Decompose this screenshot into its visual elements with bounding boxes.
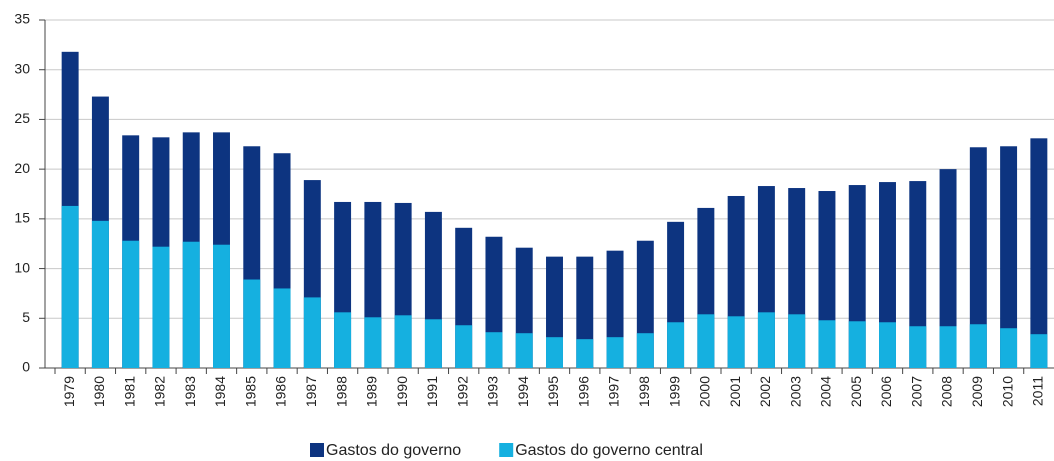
- bar: [939, 326, 957, 368]
- x-tick-label: 2003: [787, 376, 803, 407]
- bar: [727, 316, 745, 368]
- x-tick-label: 1995: [545, 376, 561, 407]
- x-tick-label: 1979: [61, 376, 77, 407]
- x-tick-label: 2004: [818, 376, 834, 407]
- bar: [1000, 146, 1018, 368]
- x-tick-label: 1982: [152, 376, 168, 407]
- bar: [788, 314, 806, 368]
- bar: [91, 220, 109, 368]
- bar: [455, 325, 473, 368]
- bar: [152, 246, 170, 368]
- bar: [939, 169, 957, 368]
- bar: [909, 326, 927, 368]
- x-tick-label: 2009: [969, 376, 985, 407]
- x-tick-label: 2005: [848, 376, 864, 407]
- x-tick-label: 1991: [424, 376, 440, 407]
- x-tick-label: 1989: [364, 376, 380, 407]
- bar: [667, 322, 685, 368]
- x-tick-label: 1984: [212, 376, 228, 407]
- x-tick-label: 2011: [1030, 376, 1046, 406]
- y-tick-label: 25: [14, 110, 30, 126]
- x-tick-label: 1985: [242, 376, 258, 407]
- bar: [1030, 334, 1048, 368]
- x-tick-label: 1996: [575, 376, 591, 407]
- x-tick-label: 2007: [908, 376, 924, 407]
- y-tick-label: 35: [14, 11, 30, 27]
- y-tick-label: 5: [22, 309, 30, 325]
- x-tick-label: 1986: [273, 376, 289, 407]
- x-tick-label: 2000: [697, 376, 713, 407]
- bar: [243, 279, 261, 368]
- x-tick-label: 1987: [303, 376, 319, 407]
- bar: [757, 312, 775, 368]
- y-tick-label: 0: [22, 359, 30, 375]
- bar: [818, 320, 836, 368]
- bar: [182, 241, 200, 368]
- bar: [969, 147, 987, 368]
- bar: [1030, 138, 1048, 368]
- legend-label: Gastos do governo central: [515, 442, 703, 459]
- bar: [576, 339, 594, 368]
- x-tick-label: 2001: [727, 376, 743, 407]
- x-tick-label: 1990: [394, 376, 410, 407]
- y-tick-label: 30: [14, 60, 30, 76]
- legend-swatch: [310, 443, 324, 457]
- bar: [515, 333, 533, 368]
- legend-swatch: [499, 443, 514, 457]
- x-tick-label: 1981: [121, 376, 137, 407]
- bar: [636, 333, 654, 368]
- bar: [879, 322, 896, 368]
- bar: [424, 319, 442, 368]
- bar: [213, 244, 230, 368]
- x-tick-label: 1980: [91, 376, 107, 407]
- bar: [546, 337, 563, 368]
- bar: [606, 337, 624, 368]
- x-tick-label: 1994: [515, 376, 531, 407]
- x-tick-label: 1997: [606, 376, 622, 407]
- bar: [394, 315, 412, 368]
- x-tick-label: 1998: [636, 376, 652, 407]
- x-tick-label: 2010: [999, 376, 1015, 407]
- x-tick-label: 2008: [939, 376, 955, 407]
- bar: [122, 240, 140, 368]
- bar: [334, 312, 352, 368]
- bar: [364, 317, 382, 368]
- x-tick-label: 1992: [454, 376, 470, 407]
- bar: [485, 332, 503, 368]
- y-tick-label: 15: [14, 210, 30, 226]
- x-tick-label: 1983: [182, 376, 198, 407]
- bar: [848, 321, 866, 368]
- bar: [969, 324, 987, 368]
- bar: [1000, 328, 1018, 368]
- x-tick-label: 1988: [333, 376, 349, 407]
- x-tick-label: 2006: [878, 376, 894, 407]
- bar: [303, 297, 321, 368]
- x-tick-label: 1999: [666, 376, 682, 407]
- bar: [61, 205, 79, 368]
- y-tick-label: 20: [14, 160, 30, 176]
- bar: [879, 182, 896, 368]
- x-tick-label: 2002: [757, 376, 773, 407]
- x-tick-label: 1993: [485, 376, 501, 407]
- bar: [697, 314, 715, 368]
- legend-label: Gastos do governo: [326, 442, 461, 459]
- bar: [273, 288, 291, 368]
- bar: [909, 181, 927, 368]
- y-tick-label: 10: [14, 259, 30, 275]
